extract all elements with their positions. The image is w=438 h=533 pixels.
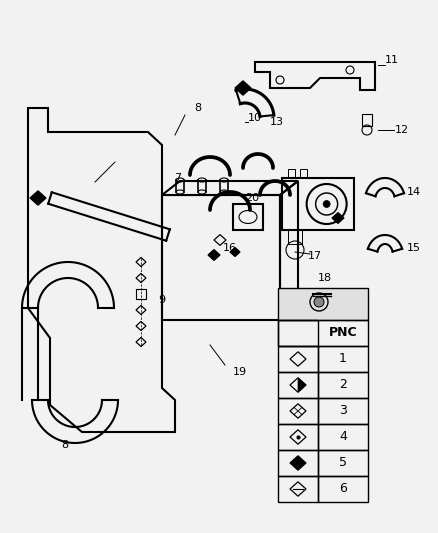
Bar: [278, 372, 318, 398]
Text: 10: 10: [248, 113, 262, 123]
Text: 5: 5: [339, 456, 347, 470]
Text: 3: 3: [339, 405, 347, 417]
Bar: [282, 178, 354, 230]
Polygon shape: [290, 456, 306, 470]
Polygon shape: [332, 213, 344, 223]
Text: 7: 7: [174, 173, 182, 183]
Bar: [362, 114, 372, 126]
Bar: [318, 398, 368, 424]
Bar: [136, 289, 146, 299]
Bar: [278, 398, 318, 424]
Bar: [318, 424, 368, 450]
Text: 19: 19: [233, 367, 247, 377]
Bar: [278, 424, 318, 450]
Polygon shape: [208, 249, 220, 261]
Bar: [162, 195, 280, 320]
Text: 16: 16: [223, 243, 237, 253]
Circle shape: [314, 297, 324, 307]
Text: 12: 12: [395, 125, 409, 135]
Text: 18: 18: [318, 273, 332, 283]
Bar: [278, 476, 318, 502]
Text: 6: 6: [339, 482, 347, 496]
Polygon shape: [235, 81, 251, 95]
Text: 11: 11: [385, 55, 399, 65]
Polygon shape: [298, 378, 306, 392]
Text: 4: 4: [339, 431, 347, 443]
Text: PNC: PNC: [328, 327, 357, 340]
Bar: [278, 346, 318, 372]
Polygon shape: [230, 247, 240, 256]
Text: 17: 17: [308, 251, 322, 261]
Bar: [233, 204, 263, 230]
Text: 13: 13: [270, 117, 284, 127]
Bar: [318, 450, 368, 476]
Text: 14: 14: [407, 187, 421, 197]
Text: 8: 8: [194, 103, 201, 113]
Bar: [278, 320, 318, 346]
Text: 2: 2: [339, 378, 347, 392]
Text: 1: 1: [339, 352, 347, 366]
Bar: [318, 372, 368, 398]
Text: 15: 15: [407, 243, 421, 253]
Text: 9: 9: [158, 295, 165, 305]
Bar: [300, 169, 307, 178]
Text: 8: 8: [61, 440, 69, 450]
Bar: [278, 320, 368, 346]
Bar: [318, 346, 368, 372]
Circle shape: [323, 200, 330, 207]
Bar: [278, 450, 318, 476]
Bar: [288, 230, 302, 244]
Bar: [318, 476, 368, 502]
Bar: [278, 288, 368, 320]
Text: 20: 20: [245, 193, 259, 203]
Bar: [288, 169, 295, 178]
Polygon shape: [30, 191, 46, 205]
